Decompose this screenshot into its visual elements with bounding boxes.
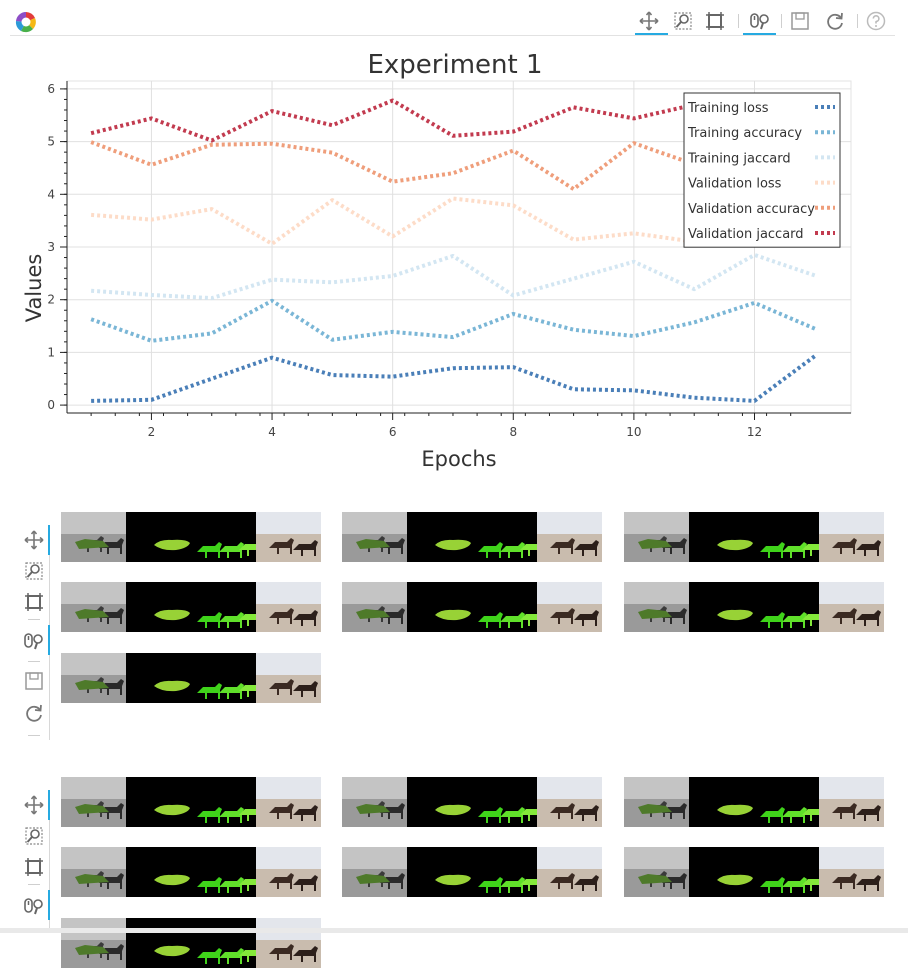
thumbnail-image — [342, 847, 602, 897]
save-icon[interactable] — [22, 669, 46, 693]
pan-icon[interactable] — [637, 10, 661, 32]
thumbnail-image — [61, 918, 321, 968]
top-toolbar — [0, 0, 908, 40]
segmentation-thumbnail — [624, 777, 884, 827]
thumbnail-image — [624, 777, 884, 827]
pan-active-indicator — [635, 33, 668, 35]
wheel-zoom-icon[interactable] — [22, 894, 46, 918]
x-tick-label: 10 — [626, 425, 641, 439]
segmentation-thumbnail — [342, 582, 602, 632]
legend-label: Validation accuracy — [688, 202, 815, 217]
y-tick-label: 1 — [47, 345, 55, 359]
page-bottom-edge — [0, 928, 908, 933]
segmentation-thumbnail — [61, 847, 321, 897]
reset-icon[interactable] — [22, 701, 46, 725]
y-tick-label: 4 — [47, 187, 55, 201]
box-zoom-icon[interactable] — [671, 10, 695, 32]
zoom-select-icon[interactable] — [22, 855, 46, 879]
thumbnail-image — [61, 847, 321, 897]
series-line-3 — [90, 196, 815, 246]
wheel-zoom-active-indicator — [48, 890, 50, 920]
segmentation-thumbnail — [61, 582, 321, 632]
segmentation-thumbnail — [624, 847, 884, 897]
x-tick-label: 2 — [148, 425, 156, 439]
legend-label: Validation loss — [688, 177, 782, 192]
thumbnail-image — [624, 847, 884, 897]
segmentation-thumbnail — [61, 512, 321, 562]
segmentation-thumbnail — [342, 777, 602, 827]
segmentation-thumbnail — [61, 777, 321, 827]
reset-icon[interactable] — [823, 10, 847, 32]
toolbar-separator — [28, 735, 40, 736]
bokeh-logo-icon[interactable] — [15, 11, 37, 33]
x-tick-label: 6 — [389, 425, 397, 439]
thumbnail-image — [624, 582, 884, 632]
y-tick-label: 2 — [47, 293, 55, 307]
thumbnail-image — [61, 512, 321, 562]
toolbar-divider — [49, 790, 50, 930]
y-tick-label: 0 — [47, 398, 55, 412]
toolbar-separator — [857, 14, 858, 28]
legend-label: Training jaccard — [687, 151, 791, 166]
zoom-select-icon[interactable] — [22, 590, 46, 614]
box-zoom-icon[interactable] — [22, 824, 46, 848]
segmentation-thumbnail — [61, 918, 321, 968]
segmentation-thumbnail — [342, 512, 602, 562]
x-axis-label: Epochs — [421, 447, 496, 471]
y-tick-label: 6 — [47, 82, 55, 96]
x-tick-label: 8 — [509, 425, 517, 439]
series-line-5 — [90, 98, 815, 143]
series-line-4 — [90, 140, 815, 192]
toolbar-separator — [28, 884, 40, 885]
wheel-zoom-active-indicator — [48, 625, 50, 655]
chart-title: Experiment 1 — [367, 50, 542, 80]
pan-active-indicator — [48, 790, 50, 820]
thumbnail-image — [61, 653, 321, 703]
legend-label: Training accuracy — [687, 126, 802, 141]
toolbar-separator — [738, 14, 739, 28]
gallery-toolbar-1 — [20, 525, 50, 740]
series-line-0 — [91, 354, 817, 403]
toolbar-separator — [28, 661, 40, 662]
segmentation-thumbnail — [624, 512, 884, 562]
toolbar-separator — [781, 14, 782, 28]
x-tick-label: 12 — [747, 425, 762, 439]
legend-box — [683, 92, 841, 248]
y-tick-label: 5 — [47, 135, 55, 149]
segmentation-thumbnail — [624, 582, 884, 632]
thumbnail-image — [342, 777, 602, 827]
thumbnail-image — [342, 512, 602, 562]
toolbar-separator — [28, 619, 40, 620]
pan-icon[interactable] — [22, 528, 46, 552]
segmentation-thumbnail — [342, 847, 602, 897]
thumbnail-image — [61, 582, 321, 632]
pan-icon[interactable] — [22, 793, 46, 817]
help-icon[interactable] — [864, 10, 888, 32]
toolbar-rule — [10, 35, 895, 36]
wheel-zoom-active-indicator — [743, 33, 776, 35]
gallery-toolbar-2 — [20, 790, 50, 930]
wheel-zoom-icon[interactable] — [748, 10, 772, 32]
legend-label: Validation jaccard — [688, 227, 804, 242]
zoom-select-icon[interactable] — [703, 10, 727, 32]
x-tick-label: 4 — [268, 425, 276, 439]
thumbnail-image — [342, 582, 602, 632]
pan-active-indicator — [48, 525, 50, 555]
legend-label: Training loss — [687, 101, 769, 116]
thumbnail-image — [61, 777, 321, 827]
series-line-2 — [90, 252, 816, 301]
chart-legend: Training loss Training accuracy Training j… — [683, 92, 841, 248]
segmentation-thumbnail — [61, 653, 321, 703]
series-line-1 — [90, 298, 816, 343]
save-icon[interactable] — [788, 10, 812, 32]
box-zoom-icon[interactable] — [22, 559, 46, 583]
y-tick-label: 3 — [47, 240, 55, 254]
y-axis-label: Values — [22, 254, 46, 323]
wheel-zoom-icon[interactable] — [22, 629, 46, 653]
chart-lines — [90, 98, 817, 403]
thumbnail-image — [624, 512, 884, 562]
